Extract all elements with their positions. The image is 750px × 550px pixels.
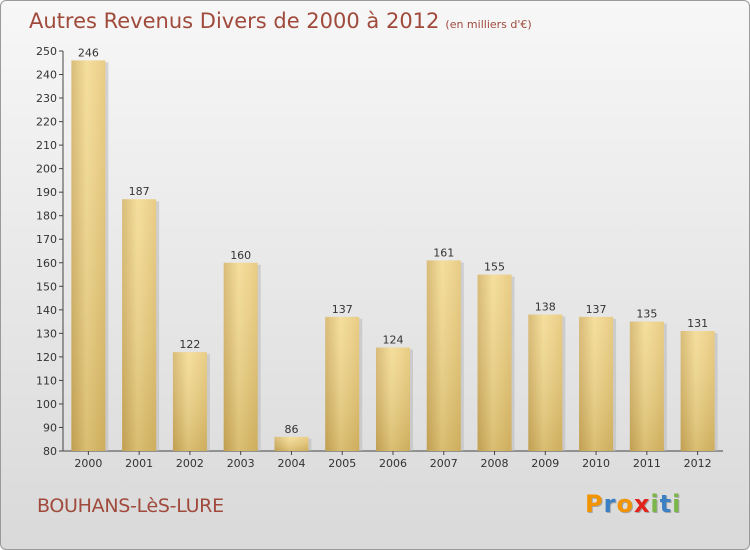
y-tick-label: 140 — [36, 304, 57, 317]
y-tick-label: 230 — [36, 92, 57, 105]
bar-value-label: 135 — [636, 308, 657, 321]
y-tick-label: 100 — [36, 398, 57, 411]
bar-shading — [172, 352, 207, 451]
chart-title-block: Autres Revenus Divers de 2000 à 2012 (en … — [29, 9, 532, 33]
x-tick-label: 2006 — [379, 457, 407, 470]
y-tick-label: 220 — [36, 116, 57, 129]
logo-letter: r — [603, 490, 617, 518]
bar-shading — [426, 260, 461, 451]
y-tick-label: 90 — [43, 421, 57, 434]
bar-value-label: 137 — [332, 303, 353, 316]
bar-shading — [680, 331, 715, 451]
location-name: BOUHANS-LèS-LURE — [37, 495, 224, 517]
bar-value-label: 122 — [179, 338, 200, 351]
bar-value-label: 86 — [284, 423, 298, 436]
x-tick-label: 2009 — [531, 457, 559, 470]
x-tick-label: 2004 — [277, 457, 305, 470]
bar-value-label: 161 — [433, 246, 454, 259]
bar-shading — [477, 274, 512, 451]
bars: 246 187 122 160 86 137 124 161 155 138 137 135 131 — [71, 46, 718, 451]
x-tick-label: 2007 — [430, 457, 458, 470]
x-tick-label: 2008 — [481, 457, 509, 470]
x-tick-label: 2011 — [633, 457, 661, 470]
bar-value-label: 187 — [129, 185, 150, 198]
logo-letter: x — [633, 490, 651, 518]
x-tick-label: 2012 — [684, 457, 712, 470]
bar-shading — [122, 199, 157, 451]
bar-shading — [223, 262, 258, 451]
y-tick-label: 110 — [36, 374, 57, 387]
y-tick-label: 200 — [36, 163, 57, 176]
bar-value-label: 155 — [484, 261, 505, 274]
x-tick-label: 2005 — [328, 457, 356, 470]
logo-letter: o — [616, 490, 634, 518]
bar-value-label: 137 — [586, 303, 607, 316]
bar-shading — [274, 436, 309, 451]
y-tick-label: 210 — [36, 139, 57, 152]
bar-shading — [376, 347, 410, 451]
y-tick-label: 240 — [36, 69, 57, 82]
x-tick-label: 2010 — [582, 457, 610, 470]
bar-shading — [528, 314, 563, 451]
logo-letter: t — [659, 490, 673, 518]
bar-value-label: 160 — [230, 249, 251, 262]
y-tick-label: 120 — [36, 351, 57, 364]
y-tick-label: 80 — [43, 445, 57, 458]
axes: 80 90 100 110 120 130 140 150 160 170 180 190 200 210… — [36, 45, 723, 470]
logo-letter: i — [650, 490, 660, 518]
logo-letter: P — [585, 490, 604, 518]
x-tick-label: 2000 — [74, 457, 102, 470]
bar-shading — [325, 316, 360, 451]
y-tick-label: 190 — [36, 186, 57, 199]
bar-value-label: 246 — [78, 46, 99, 59]
y-tick-label: 130 — [36, 327, 57, 340]
proxiti-logo: Proxiti — [585, 490, 681, 518]
bar-value-label: 138 — [535, 301, 556, 314]
logo-letter: i — [672, 490, 682, 518]
bar-shading — [579, 316, 614, 451]
y-tick-label: 150 — [36, 280, 57, 293]
chart-subtitle: (en milliers d'€) — [445, 18, 532, 31]
y-tick-label: 180 — [36, 210, 57, 223]
x-tick-label: 2002 — [176, 457, 204, 470]
y-tick-label: 160 — [36, 257, 57, 270]
x-tick-label: 2003 — [227, 457, 255, 470]
chart-title: Autres Revenus Divers de 2000 à 2012 — [29, 9, 440, 33]
bar-shading — [71, 60, 106, 451]
bar-value-label: 124 — [383, 333, 404, 346]
x-tick-label: 2001 — [125, 457, 153, 470]
y-tick-label: 170 — [36, 233, 57, 246]
bar-value-label: 131 — [687, 317, 708, 330]
y-tick-label: 250 — [36, 45, 57, 58]
bar-shading — [629, 321, 664, 451]
